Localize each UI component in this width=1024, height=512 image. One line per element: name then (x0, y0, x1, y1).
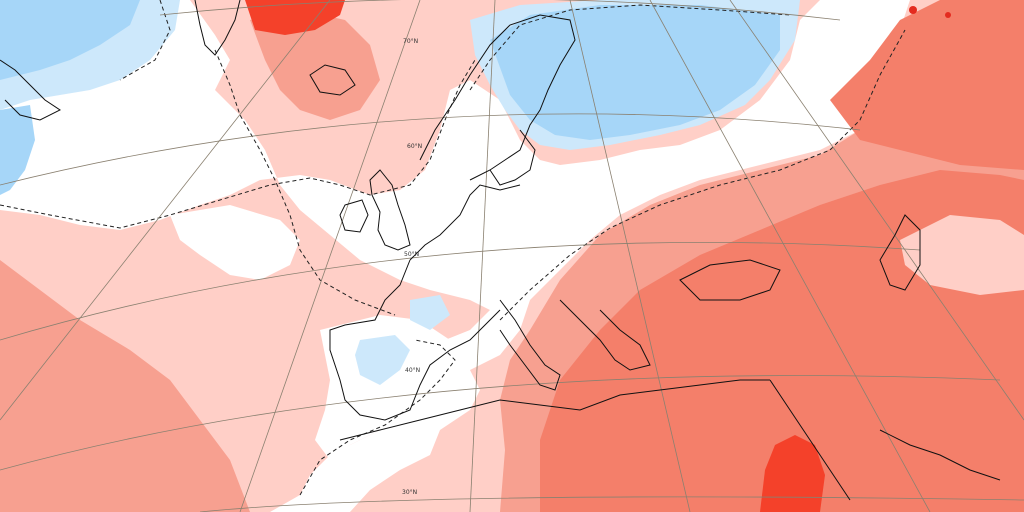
meridian-e40 (649, 0, 931, 512)
coast-italy (499, 299, 561, 391)
warm-zone-east (540, 170, 1024, 512)
warm-zone-russia (830, 0, 1024, 170)
latitude-label-70n: 70°N (403, 38, 418, 45)
coast-greenland (194, 0, 241, 56)
warm-zone-arabia (760, 435, 825, 512)
latitude-label-50n: 50°N (404, 251, 419, 258)
coast-europe-west (409, 184, 521, 261)
parallel-50n (0, 241, 921, 341)
cool-zone-northwest-inner (0, 0, 140, 80)
meridian-w40 (0, 0, 331, 421)
warm-zone-iceland (250, 10, 380, 120)
neutral-zone-atlantic-south (170, 205, 300, 280)
cool-zone-france (410, 295, 450, 330)
cool-zone-iberia (355, 335, 410, 385)
latitude-label-60n: 60°N (407, 143, 422, 150)
coast-british-isles (369, 169, 411, 251)
warm-zone-caucasus-light (900, 215, 1024, 295)
contour-scandinavia (469, 4, 791, 91)
coast-persian-gulf (879, 429, 1001, 481)
coast-scandinavia (419, 14, 576, 181)
cool-zone-canada-coast (0, 105, 35, 195)
coastlines (0, 0, 1001, 501)
latitude-label-30n: 30°N (402, 489, 417, 496)
warm-spot-russia-2 (945, 12, 951, 18)
neutral-zone-atlantic-europe (0, 0, 910, 512)
contour-greenland (119, 0, 171, 81)
anomaly-contours (0, 0, 906, 496)
warm-zone-atlantic-southwest (0, 260, 250, 512)
coast-ireland (339, 199, 369, 233)
parallel-70n (159, 0, 841, 21)
meridian-e20 (569, 0, 691, 512)
coast-balkans-greece (559, 299, 651, 371)
parallel-40n (0, 375, 1001, 471)
meridian-0 (469, 0, 496, 512)
coast-iceland (309, 64, 356, 96)
coast-baltic (489, 129, 536, 186)
parallel-30n (199, 496, 1024, 512)
cool-zone-scandinavia-inner (490, 5, 780, 140)
contour-iberia (299, 339, 456, 496)
warm-spot-russia-1 (909, 6, 917, 14)
warm-zone-greenland (245, 0, 345, 35)
contour-europe-east (499, 29, 906, 321)
neutral-zone-iberia (315, 315, 470, 460)
coast-north-africa (339, 379, 770, 441)
meridian-w20 (239, 0, 421, 512)
contour-north-atlantic (214, 49, 396, 316)
coast-red-sea (769, 379, 851, 501)
parallel-60n (0, 113, 861, 186)
contour-atlantic (0, 59, 476, 229)
coast-black-sea (679, 259, 781, 301)
coast-caspian (879, 214, 921, 291)
coast-france-iberia (329, 259, 501, 421)
latitude-label-40n: 40°N (405, 367, 420, 374)
coast-canada (0, 59, 61, 121)
meridian-e60 (729, 0, 1024, 421)
